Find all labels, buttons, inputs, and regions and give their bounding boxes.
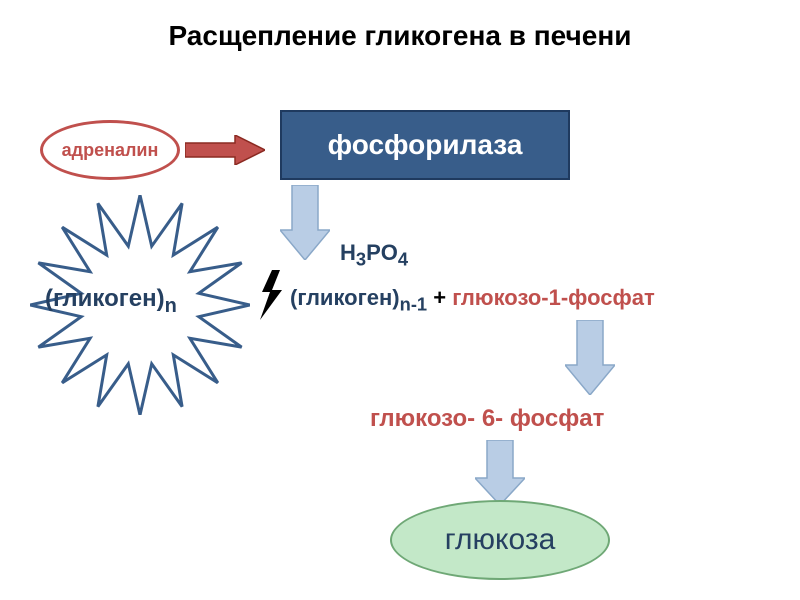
- h3po4-po: PO: [366, 240, 398, 265]
- glycogen-n-sub: n: [165, 295, 177, 317]
- reaction-part1: (гликоген): [290, 285, 400, 310]
- reaction-g1p: глюкозо-1-фосфат: [452, 285, 655, 310]
- page-title: Расщепление гликогена в печени: [0, 20, 800, 52]
- h3po4-h: H: [340, 240, 356, 265]
- label-h3po4: H3PO4: [340, 240, 408, 270]
- node-phosphorylase-label: фосфорилаза: [328, 129, 523, 161]
- glycogen-n-base: (гликоген): [45, 285, 165, 312]
- h3po4-3: 3: [356, 248, 366, 269]
- label-g6p: глюкозо- 6- фосфат: [370, 405, 604, 433]
- arrow-g6p-to-glucose: [475, 440, 525, 505]
- lightning-icon: [256, 270, 286, 320]
- reaction-part1-sub: n-1: [400, 293, 428, 314]
- label-reaction: (гликоген)n-1 + глюкозо-1-фосфат: [290, 285, 655, 315]
- node-glucose: глюкоза: [390, 500, 610, 580]
- node-adrenaline-label: адреналин: [62, 140, 159, 161]
- arrow-g1p-to-g6p: [565, 320, 615, 395]
- arrow-adrenaline-to-phosphorylase: [185, 135, 265, 165]
- arrow-phosphorylase-down: [280, 185, 330, 260]
- h3po4-4: 4: [398, 248, 408, 269]
- node-phosphorylase: фосфорилаза: [280, 110, 570, 180]
- label-glycogen-n: (гликоген)n: [45, 285, 177, 318]
- node-adrenaline: адреналин: [40, 120, 180, 180]
- reaction-plus: +: [427, 285, 452, 310]
- node-glucose-label: глюкоза: [445, 523, 556, 557]
